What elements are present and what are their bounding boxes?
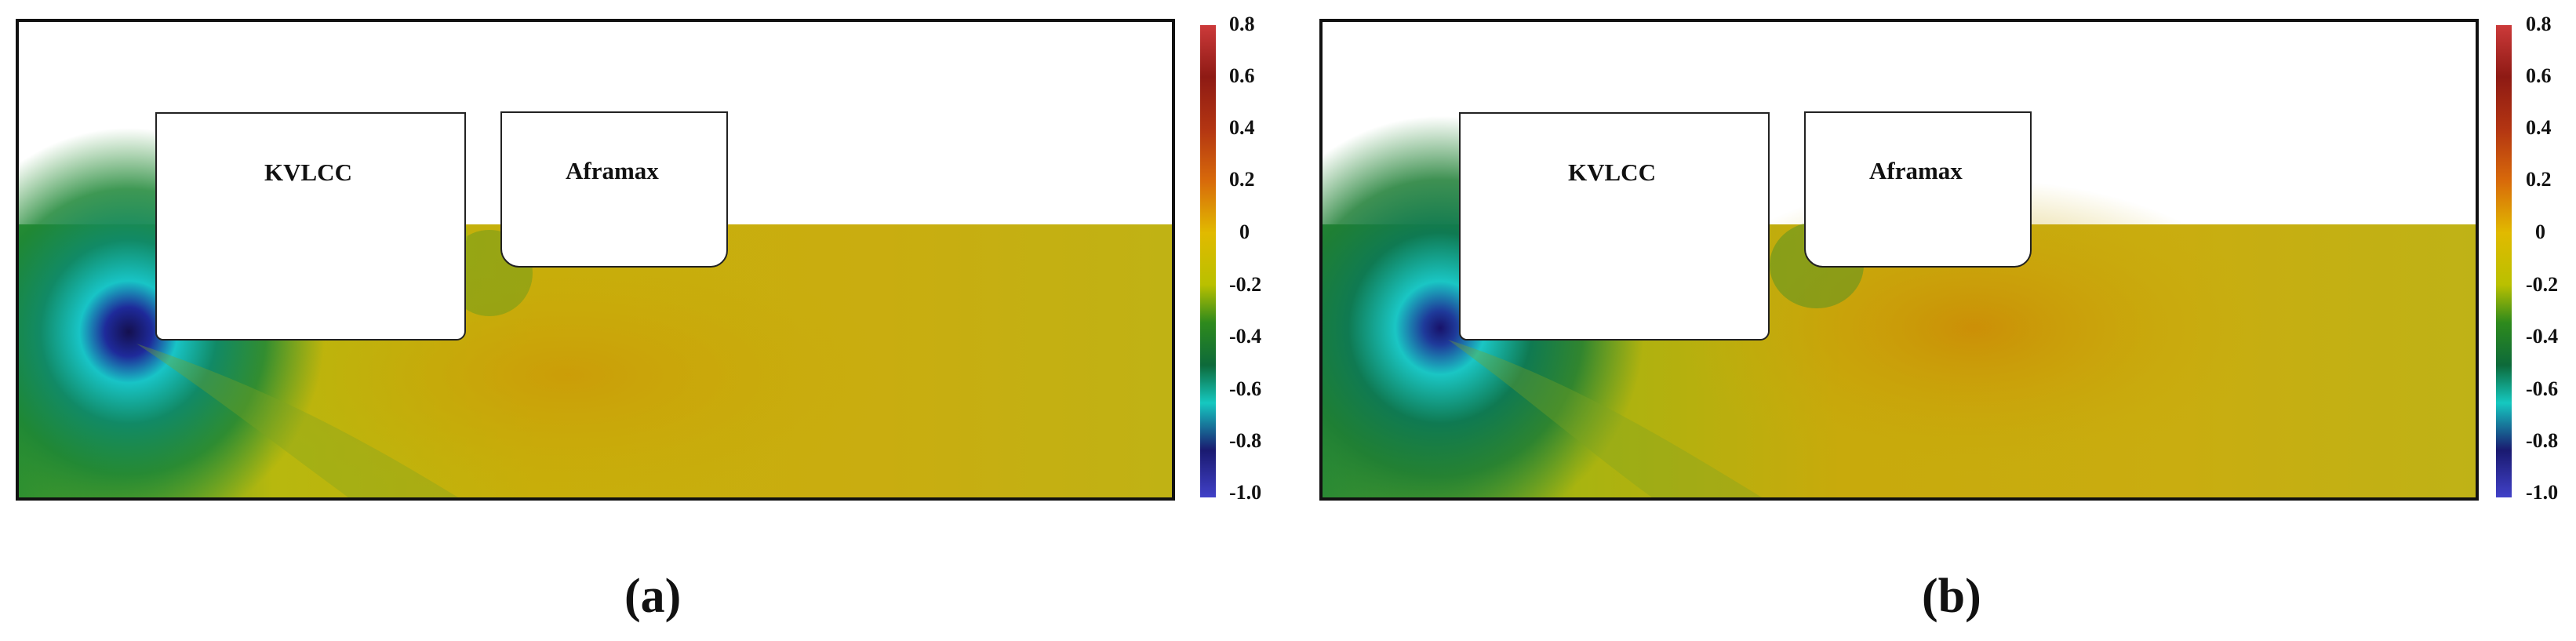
colorbar-tick: 0.8 [1229,13,1255,35]
kvlcc-hull [1459,112,1770,341]
colorbar-tick: 0 [2535,220,2545,243]
panel-b: KVLCC Aframax [1288,0,2576,641]
colorbar-tick: -0.4 [1229,325,1262,348]
aframax-label: Aframax [566,157,659,184]
colorbar-tick: 0.2 [2526,168,2552,191]
aframax-label: Aframax [1869,157,1963,184]
colorbar-tick: -0.6 [2526,377,2559,400]
colorbar-tick: 0.8 [2526,13,2552,35]
colorbar-tick: 0.6 [1229,64,1255,87]
colorbar-tick: 0.2 [1229,168,1255,191]
panel-caption: (a) [624,570,682,623]
kvlcc-label: KVLCC [264,158,352,186]
panel-caption: (b) [1922,570,1981,623]
colorbar-tick: -0.8 [2526,429,2559,452]
colorbar-tick: -0.8 [1229,429,1262,452]
aframax-hull [500,111,728,268]
colorbar-tick: -0.6 [1229,377,1262,400]
pressure-contour-plot: KVLCC Aframax [16,19,1175,501]
pressure-contour-plot: KVLCC Aframax [1319,19,2479,501]
colorbar-tick: 0 [1239,220,1250,243]
colorbar-tick: -0.4 [2526,325,2559,348]
colorbar-tick: 0.4 [2526,116,2552,139]
colorbar-tick: 0.6 [2526,64,2552,87]
colorbar [1200,25,1216,497]
kvlcc-label: KVLCC [1568,158,1656,186]
colorbar [2496,25,2512,497]
kvlcc-hull [155,112,466,341]
colorbar-tick: -1.0 [2526,481,2559,504]
colorbar-tick: -1.0 [1229,481,1262,504]
panel-a: KVLCC Aframax [16,13,1262,623]
aframax-hull [1804,111,2032,268]
colorbar-tick: 0.4 [1229,116,1255,139]
colorbar-tick: -0.2 [1229,273,1262,296]
colorbar-tick: -0.2 [2526,273,2559,296]
